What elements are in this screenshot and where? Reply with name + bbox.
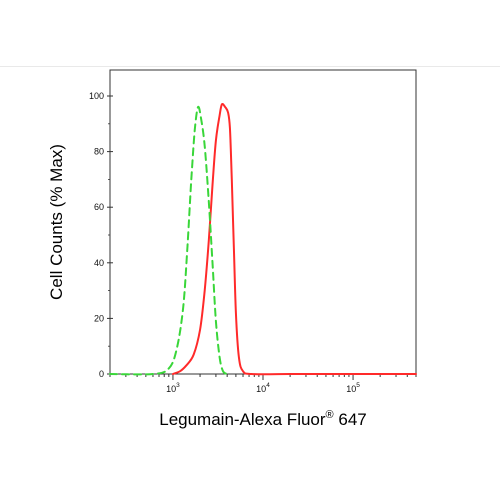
y-tick-label: 60 <box>94 202 104 212</box>
plot-area <box>109 69 417 375</box>
divider-line <box>0 66 500 67</box>
series-layer <box>109 102 417 376</box>
x-axis-title: Legumain-Alexa Fluor® 647 <box>159 409 367 429</box>
y-axis: 0 20 40 60 80 100 <box>89 91 113 379</box>
sample-histogram-line <box>171 102 417 376</box>
y-tick-label: 80 <box>94 147 104 157</box>
x-tick-exponent: 3 <box>176 382 180 389</box>
y-tick-label: 40 <box>94 258 104 268</box>
x-tick-label: 105 <box>346 382 360 394</box>
x-axis-title-superscript: ® <box>326 409 334 421</box>
x-tick-base: 10 <box>256 384 266 394</box>
y-axis-title: Cell Counts (% Max) <box>47 144 66 300</box>
y-tick-label: 100 <box>89 91 104 101</box>
x-tick-base: 10 <box>346 384 356 394</box>
x-axis-title-main: Legumain-Alexa Fluor <box>159 410 326 429</box>
x-tick-exponent: 5 <box>356 382 360 389</box>
x-tick-base: 10 <box>166 384 176 394</box>
x-tick-exponent: 4 <box>266 382 270 389</box>
x-axis: 103 104 105 <box>109 374 417 394</box>
y-tick-label: 20 <box>94 313 104 323</box>
x-tick-label: 104 <box>256 382 270 394</box>
plot-frame <box>109 69 417 375</box>
x-tick-label: 103 <box>166 382 180 394</box>
x-axis-title-suffix: 647 <box>334 410 367 429</box>
y-tick-label: 0 <box>99 369 104 379</box>
control-histogram-line <box>109 105 229 376</box>
